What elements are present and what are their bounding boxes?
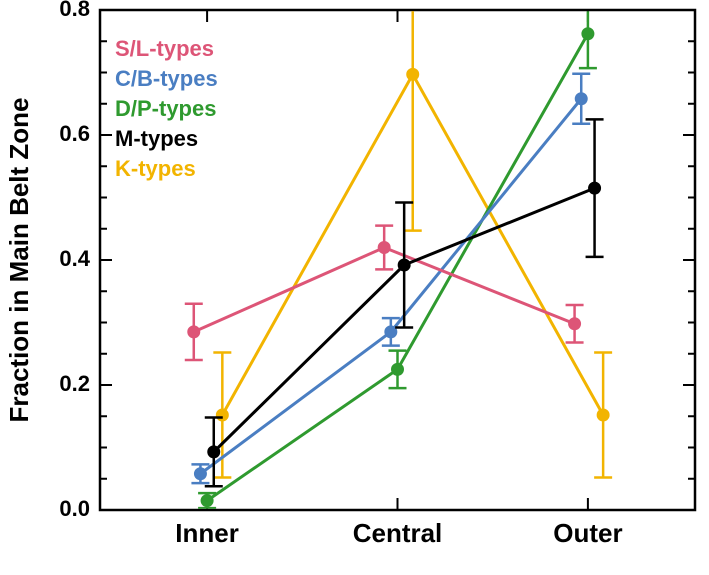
belt-fraction-chart: 0.0 0.2 0.4 0.6 0.8 Inner Central Outer Fraction… xyxy=(0,0,709,575)
chart-container: 0.0 0.2 0.4 0.6 0.8 Inner Central Outer Fraction… xyxy=(0,0,709,575)
x-category-label: Inner xyxy=(175,518,239,548)
y-tick-label: 0.0 xyxy=(59,496,90,521)
legend-item-cb: C/B-types xyxy=(115,66,218,91)
x-category-label: Central xyxy=(353,518,443,548)
legend-item-m: M-types xyxy=(115,126,198,151)
y-tick-label: 0.6 xyxy=(59,121,90,146)
y-tick-label: 0.2 xyxy=(59,371,90,396)
legend-item-k: K-types xyxy=(115,156,196,181)
y-tick-label: 0.4 xyxy=(59,246,90,271)
x-category-label: Outer xyxy=(553,518,622,548)
legend-item-dp: D/P-types xyxy=(115,96,216,121)
y-axis-label: Fraction in Main Belt Zone xyxy=(4,97,34,422)
y-tick-label: 0.8 xyxy=(59,0,90,21)
legend-item-sl: S/L-types xyxy=(115,36,214,61)
